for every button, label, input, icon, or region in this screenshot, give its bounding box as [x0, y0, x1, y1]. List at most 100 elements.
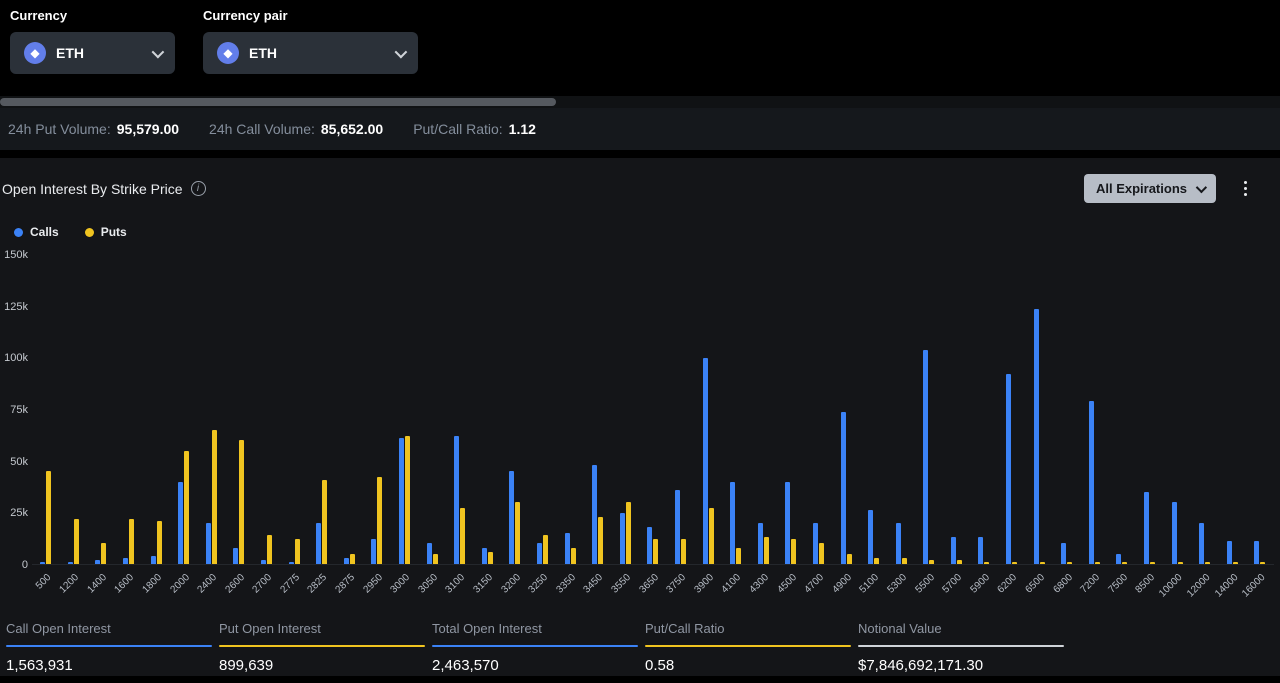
- puts-bar[interactable]: [1178, 562, 1183, 564]
- calls-bar[interactable]: [730, 482, 735, 564]
- calls-bar[interactable]: [233, 548, 238, 564]
- calls-bar[interactable]: [151, 556, 156, 564]
- calls-bar[interactable]: [703, 358, 708, 564]
- calls-bar[interactable]: [1172, 502, 1177, 564]
- calls-bar[interactable]: [289, 562, 294, 564]
- x-tick-label: 2000: [170, 565, 198, 609]
- puts-bar[interactable]: [984, 562, 989, 564]
- calls-bar[interactable]: [1227, 541, 1232, 564]
- puts-bar[interactable]: [543, 535, 548, 564]
- puts-bar[interactable]: [405, 436, 410, 564]
- puts-bar[interactable]: [433, 554, 438, 564]
- calls-bar[interactable]: [123, 558, 128, 564]
- puts-bar[interactable]: [1205, 562, 1210, 564]
- puts-bar[interactable]: [46, 471, 51, 564]
- calls-bar[interactable]: [1089, 401, 1094, 564]
- legend-item-puts[interactable]: Puts: [85, 225, 127, 239]
- puts-bar[interactable]: [1260, 562, 1265, 564]
- calls-bar[interactable]: [537, 543, 542, 564]
- puts-bar[interactable]: [350, 554, 355, 564]
- calls-bar[interactable]: [868, 510, 873, 564]
- legend-item-calls[interactable]: Calls: [14, 225, 59, 239]
- y-tick-label: 50k: [10, 456, 28, 468]
- puts-bar[interactable]: [929, 560, 934, 564]
- calls-bar[interactable]: [40, 562, 45, 564]
- calls-bar[interactable]: [371, 539, 376, 564]
- calls-bar[interactable]: [758, 523, 763, 564]
- puts-bar[interactable]: [377, 477, 382, 564]
- all-expirations-button[interactable]: All Expirations: [1084, 174, 1216, 203]
- info-icon[interactable]: i: [191, 181, 206, 196]
- puts-bar[interactable]: [1067, 562, 1072, 564]
- puts-bar[interactable]: [1233, 562, 1238, 564]
- puts-bar[interactable]: [791, 539, 796, 564]
- puts-bar[interactable]: [212, 430, 217, 564]
- scrollbar-thumb[interactable]: [0, 98, 556, 106]
- puts-bar[interactable]: [681, 539, 686, 564]
- calls-bar[interactable]: [1199, 523, 1204, 564]
- puts-bar[interactable]: [129, 519, 134, 564]
- puts-bar[interactable]: [764, 537, 769, 564]
- puts-bar[interactable]: [1012, 562, 1017, 564]
- calls-bar[interactable]: [951, 537, 956, 564]
- calls-bar[interactable]: [427, 543, 432, 564]
- calls-bar[interactable]: [620, 513, 625, 565]
- puts-bar[interactable]: [1040, 562, 1045, 564]
- puts-bar[interactable]: [267, 535, 272, 564]
- puts-bar[interactable]: [709, 508, 714, 564]
- currency-pair-dropdown[interactable]: ◆ ETH: [203, 32, 418, 74]
- calls-bar[interactable]: [206, 523, 211, 564]
- puts-bar[interactable]: [736, 548, 741, 564]
- calls-bar[interactable]: [896, 523, 901, 564]
- calls-bar[interactable]: [785, 482, 790, 564]
- calls-bar[interactable]: [1116, 554, 1121, 564]
- calls-bar[interactable]: [841, 412, 846, 564]
- currency-dropdown[interactable]: ◆ ETH: [10, 32, 175, 74]
- calls-bar[interactable]: [399, 438, 404, 564]
- puts-bar[interactable]: [874, 558, 879, 564]
- calls-bar[interactable]: [316, 523, 321, 564]
- calls-bar[interactable]: [978, 537, 983, 564]
- puts-bar[interactable]: [460, 508, 465, 564]
- calls-bar[interactable]: [261, 560, 266, 564]
- puts-bar[interactable]: [515, 502, 520, 564]
- calls-bar[interactable]: [923, 350, 928, 564]
- calls-bar[interactable]: [68, 562, 73, 564]
- puts-bar[interactable]: [653, 539, 658, 564]
- kebab-menu-icon[interactable]: [1232, 181, 1258, 196]
- puts-bar[interactable]: [819, 543, 824, 564]
- calls-bar[interactable]: [95, 560, 100, 564]
- puts-bar[interactable]: [239, 440, 244, 564]
- calls-bar[interactable]: [647, 527, 652, 564]
- calls-bar[interactable]: [454, 436, 459, 564]
- puts-bar[interactable]: [598, 517, 603, 564]
- puts-bar[interactable]: [847, 554, 852, 564]
- puts-bar[interactable]: [488, 552, 493, 564]
- puts-bar[interactable]: [571, 548, 576, 564]
- calls-bar[interactable]: [1006, 374, 1011, 564]
- puts-bar[interactable]: [74, 519, 79, 564]
- puts-bar[interactable]: [101, 543, 106, 564]
- puts-bar[interactable]: [295, 539, 300, 564]
- calls-bar[interactable]: [1144, 492, 1149, 564]
- calls-bar[interactable]: [344, 558, 349, 564]
- calls-bar[interactable]: [813, 523, 818, 564]
- calls-bar[interactable]: [1034, 309, 1039, 564]
- calls-bar[interactable]: [1061, 543, 1066, 564]
- puts-bar[interactable]: [1122, 562, 1127, 564]
- calls-bar[interactable]: [592, 465, 597, 564]
- puts-bar[interactable]: [322, 480, 327, 564]
- puts-bar[interactable]: [902, 558, 907, 564]
- calls-bar[interactable]: [565, 533, 570, 564]
- puts-bar[interactable]: [626, 502, 631, 564]
- puts-bar[interactable]: [1095, 562, 1100, 564]
- puts-bar[interactable]: [1150, 562, 1155, 564]
- puts-bar[interactable]: [957, 560, 962, 564]
- puts-bar[interactable]: [157, 521, 162, 564]
- puts-bar[interactable]: [184, 451, 189, 564]
- calls-bar[interactable]: [509, 471, 514, 564]
- calls-bar[interactable]: [178, 482, 183, 564]
- calls-bar[interactable]: [482, 548, 487, 564]
- calls-bar[interactable]: [1254, 541, 1259, 564]
- calls-bar[interactable]: [675, 490, 680, 564]
